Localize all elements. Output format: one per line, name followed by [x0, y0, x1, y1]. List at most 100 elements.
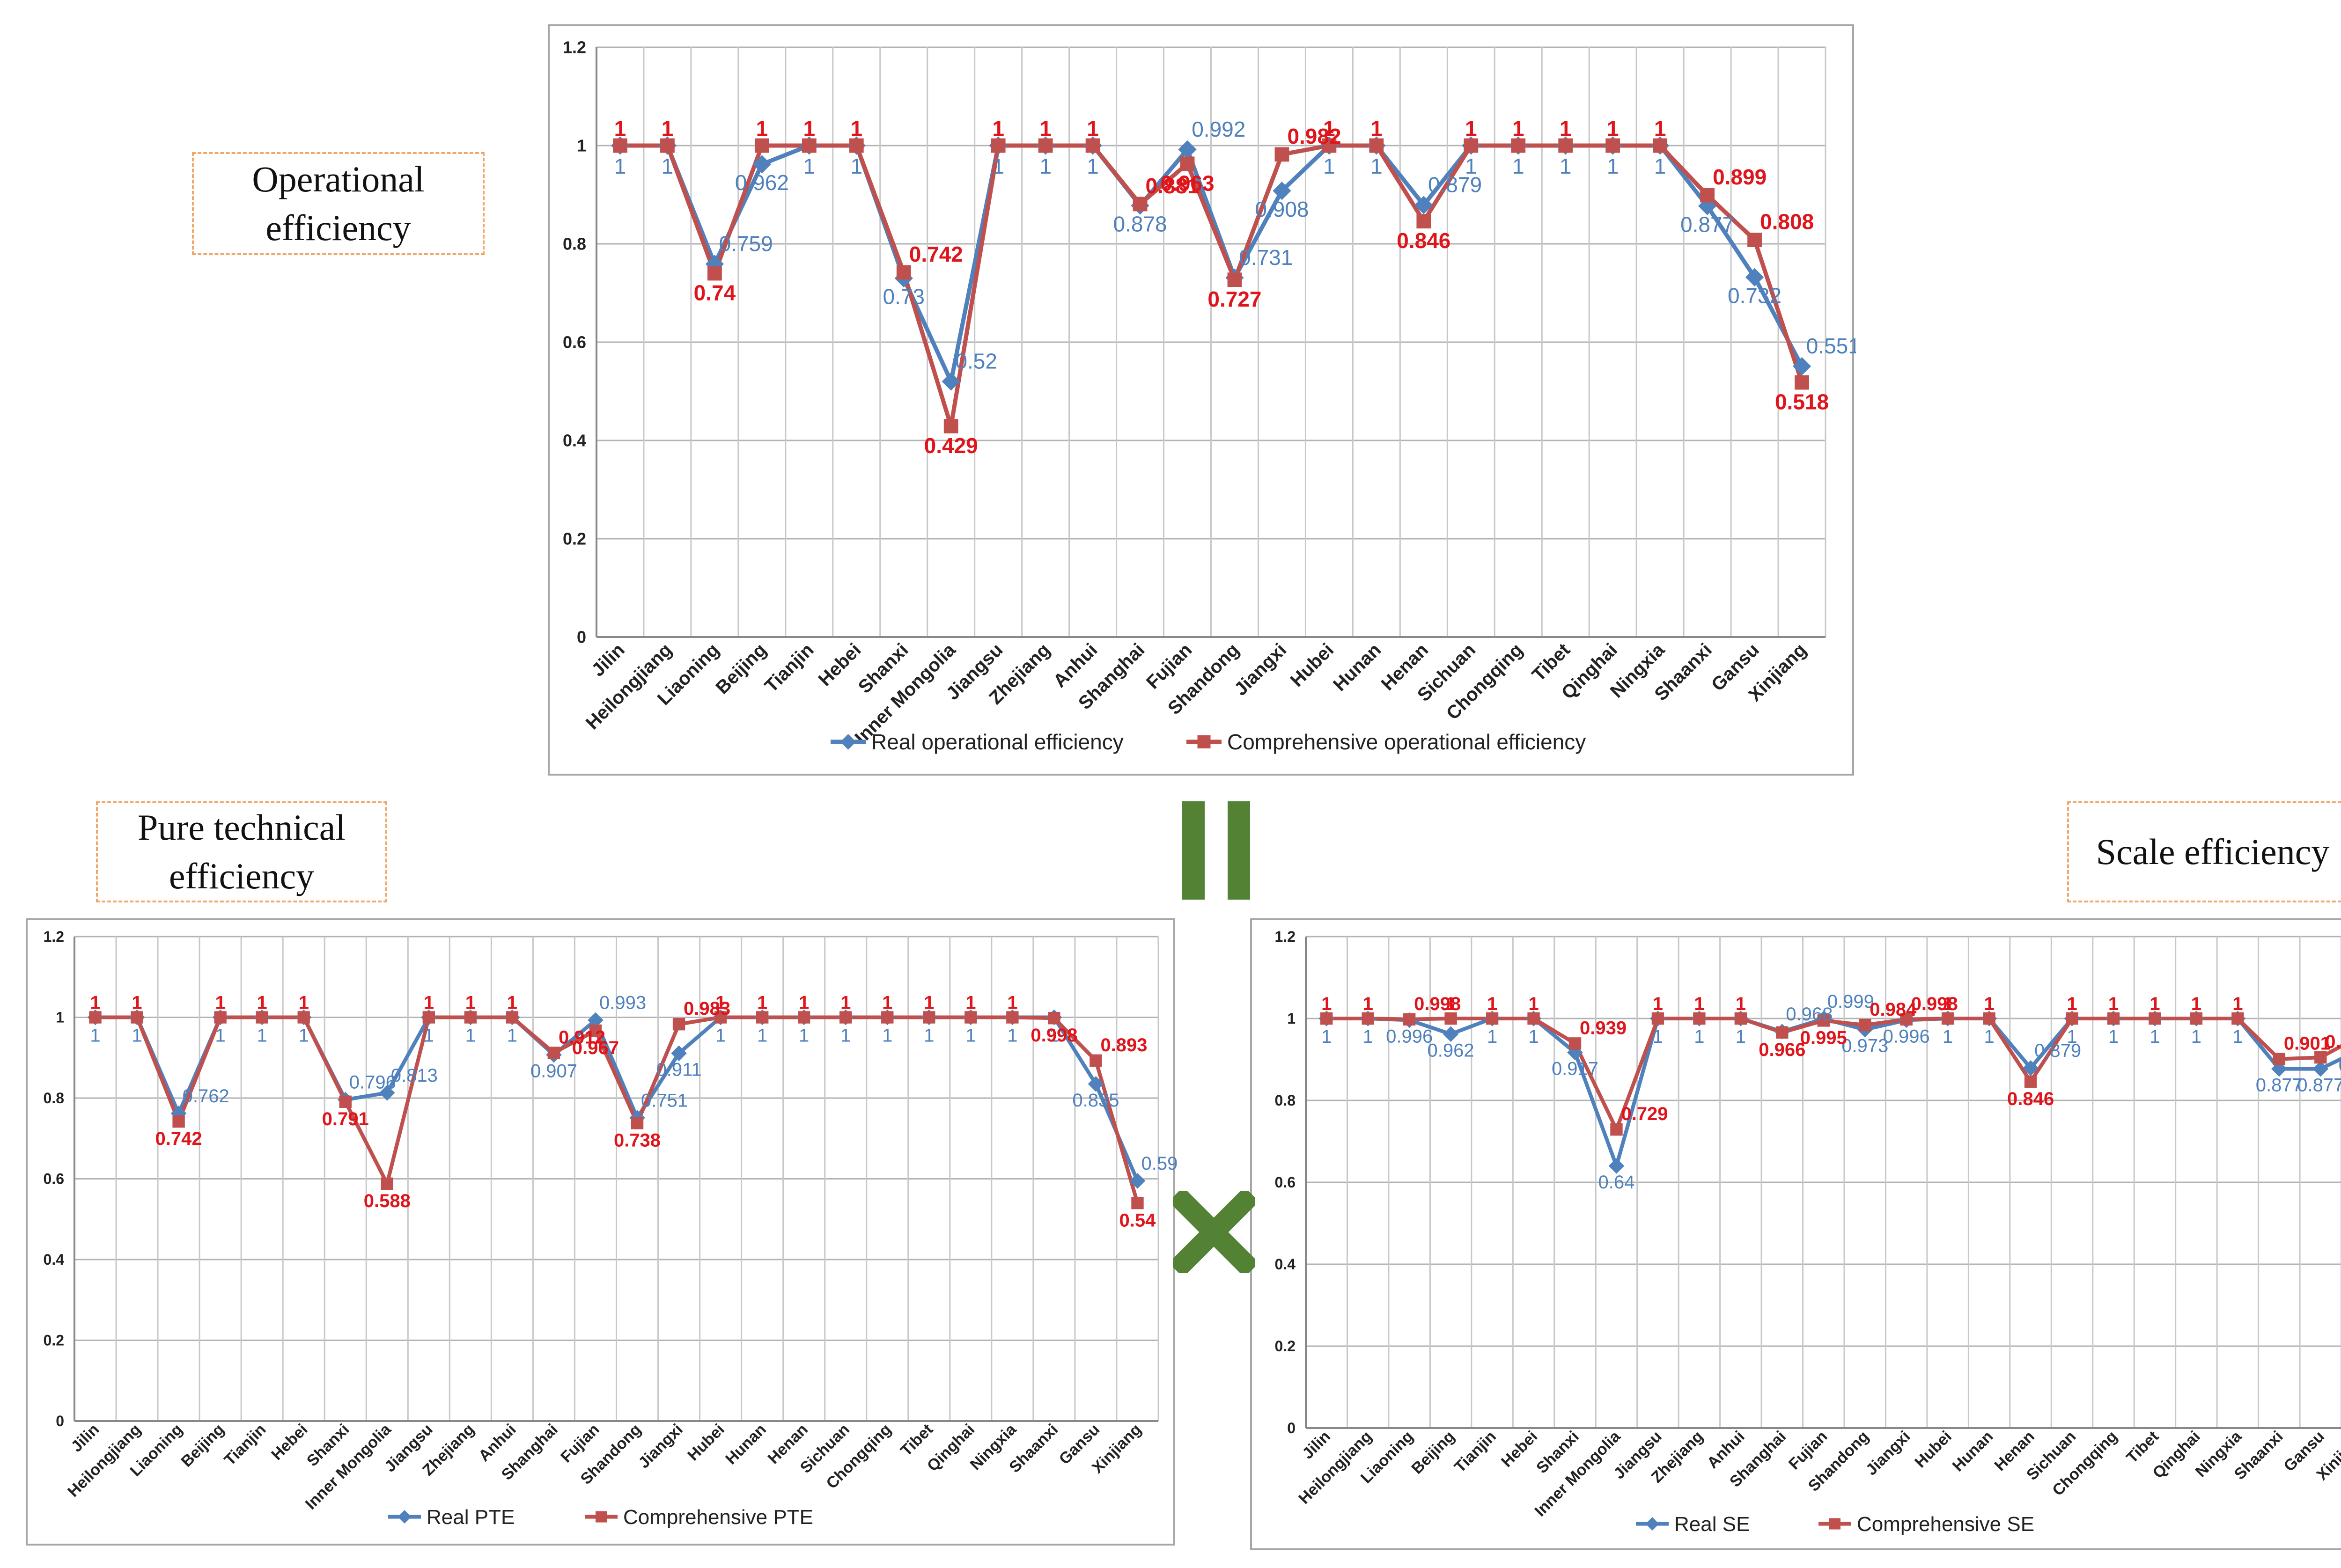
comprehensive-data-label: 0.901: [2284, 1033, 2331, 1054]
comprehensive-point: [547, 1047, 560, 1059]
comprehensive-data-label: 1: [715, 993, 726, 1013]
comprehensive-point: [881, 1011, 894, 1024]
real-data-label: 0.877: [1680, 212, 1734, 236]
comprehensive-point: [1610, 1123, 1623, 1136]
comprehensive-data-label: 0.966: [1759, 1040, 1805, 1060]
comprehensive-point: [943, 419, 958, 433]
real-data-label: 0.917: [1552, 1059, 1598, 1079]
comprehensive-point: [707, 266, 722, 281]
y-tick-label: 0.8: [563, 234, 586, 254]
comprehensive-data-label: 0.905: [2325, 1032, 2341, 1052]
comprehensive-point: [422, 1011, 435, 1024]
legend-marker-comprehensive: [1197, 735, 1211, 748]
comprehensive-data-label: 0.74: [694, 281, 736, 305]
x-tick-label: Tianjin: [761, 639, 818, 696]
real-data-label: 0.973: [1841, 1036, 1888, 1056]
comprehensive-point: [1734, 1012, 1747, 1025]
legend-marker-real: [840, 734, 856, 750]
comprehensive-data-label: 1: [299, 993, 309, 1013]
comprehensive-point: [1180, 156, 1195, 171]
real-data-label: 0.551: [1806, 334, 1856, 358]
comprehensive-data-label: 0.998: [1911, 994, 1958, 1014]
comprehensive-point: [1274, 147, 1289, 162]
real-data-label: 0.878: [1113, 212, 1167, 236]
y-tick-label: 0.2: [44, 1332, 64, 1349]
x-tick-label: Jiangxi: [1862, 1428, 1914, 1479]
real-data-label: 1: [1039, 154, 1052, 178]
comprehensive-data-label: 0.518: [1775, 390, 1829, 414]
comprehensive-point: [214, 1011, 227, 1024]
comprehensive-point: [1568, 1037, 1582, 1050]
comprehensive-data-label: 1: [1607, 116, 1619, 140]
comprehensive-data-label: 1: [662, 116, 674, 140]
comprehensive-data-label: 1: [424, 993, 434, 1013]
comprehensive-data-label: 0.995: [1800, 1027, 1847, 1048]
comprehensive-point: [1653, 138, 1668, 153]
comprehensive-data-label: 0.429: [924, 433, 978, 458]
real-point: [1745, 268, 1764, 286]
comprehensive-data-label: 1: [965, 993, 976, 1013]
comprehensive-point: [1747, 233, 1762, 247]
legend-label-comprehensive: Comprehensive operational efficiency: [1227, 730, 1586, 754]
x-tick-label: Tianjin: [221, 1421, 270, 1469]
real-data-label: 1: [2067, 1026, 2077, 1047]
comprehensive-point: [172, 1115, 185, 1128]
real-point: [2023, 1060, 2039, 1076]
comprehensive-data-label: 1: [1363, 994, 1373, 1014]
comprehensive-point: [1416, 214, 1431, 229]
comprehensive-point: [923, 1011, 935, 1024]
real-data-label: 1: [257, 1026, 267, 1046]
real-data-label: 0.996: [1386, 1026, 1433, 1047]
real-point: [1129, 1173, 1146, 1189]
real-data-label: 1: [715, 1026, 726, 1046]
real-point: [1443, 1026, 1459, 1042]
real-data-label: 1: [803, 154, 816, 178]
real-data-label: 0.908: [1255, 197, 1309, 221]
real-data-label: 1: [1363, 1026, 1373, 1047]
real-data-label: 0.877: [2297, 1075, 2341, 1096]
scale-efficiency-chart: 0 0.2 0.4 0.6 0.8 1 1.2 Jilin Heilongjiang Liaoni…: [1250, 918, 2341, 1550]
comprehensive-data-label: 1: [507, 993, 517, 1013]
x-tick-label: Hubei: [1911, 1428, 1955, 1472]
comprehensive-point: [1048, 1012, 1060, 1025]
y-tick-label: 0: [577, 628, 586, 647]
operational-efficiency-title: Operational efficiency: [192, 152, 485, 255]
comprehensive-data-label: 1: [2067, 994, 2077, 1014]
comprehensive-data-label: 0.791: [322, 1109, 369, 1129]
real-data-label: 1: [965, 1026, 976, 1046]
comprehensive-point: [1006, 1011, 1019, 1024]
y-tick-label: 0.4: [1275, 1256, 1296, 1273]
real-data-label: 0.879: [1428, 172, 1482, 197]
real-point: [1567, 1044, 1583, 1061]
comprehensive-data-label: 1: [1528, 994, 1539, 1014]
real-data-label: 1: [1984, 1026, 1994, 1047]
comprehensive-data-label: 1: [1512, 116, 1524, 140]
real-data-label: 1: [299, 1026, 309, 1046]
comprehensive-point: [1511, 138, 1526, 153]
comprehensive-data-label: 1: [1736, 994, 1746, 1014]
real-data-label: 0.907: [530, 1061, 577, 1082]
operational-efficiency-plot: 00.20.40.60.811.2JilinHeilongjiangLiaoni…: [563, 38, 1856, 754]
x-tick-label: Heilongjiang: [64, 1421, 144, 1501]
comprehensive-point: [256, 1011, 268, 1024]
real-data-label: 0.835: [1072, 1090, 1119, 1111]
real-data-label: 0.762: [183, 1086, 229, 1106]
comprehensive-data-label: 1: [757, 993, 767, 1013]
real-data-label: 1: [1943, 1026, 1953, 1047]
real-data-label: 1: [1607, 154, 1619, 178]
comprehensive-point: [2190, 1012, 2203, 1025]
legend-label-real: Real operational efficiency: [871, 730, 1124, 754]
real-data-label: 1: [424, 1026, 434, 1046]
real-data-label: 0.962: [735, 170, 789, 195]
comprehensive-data-label: 1: [1560, 116, 1572, 140]
real-data-label: 0.796: [349, 1072, 396, 1092]
comprehensive-point: [802, 138, 817, 153]
comprehensive-point: [1320, 1012, 1333, 1025]
comprehensive-point: [1403, 1013, 1416, 1026]
comprehensive-point: [1651, 1012, 1664, 1025]
real-data-label: 1: [1653, 1026, 1663, 1047]
y-tick-label: 1.2: [563, 38, 586, 57]
real-data-label: 1: [1694, 1026, 1704, 1047]
legend-label-real: Real SE: [1674, 1513, 1750, 1536]
real-data-label: 1: [132, 1026, 142, 1046]
